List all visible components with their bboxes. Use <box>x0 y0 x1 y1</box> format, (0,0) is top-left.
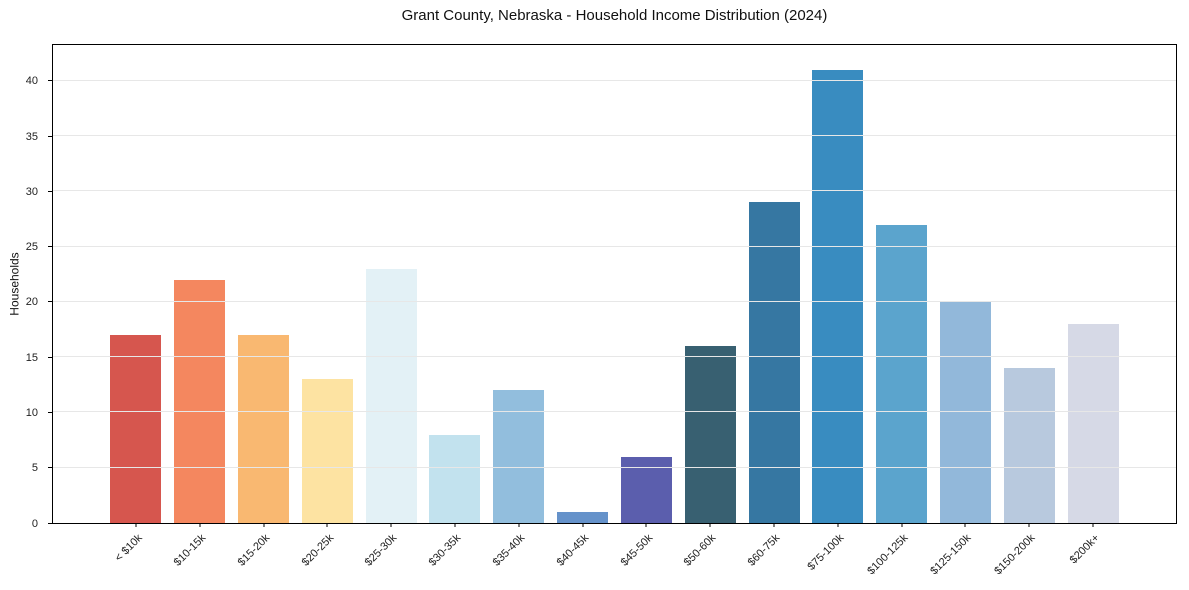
x-tick-label-$15-20k: $15-20k <box>235 532 273 569</box>
x-tick-label-$200k+: $200k+ <box>1067 532 1102 567</box>
bar-< $10k <box>110 335 162 523</box>
x-axis-tick <box>709 523 711 527</box>
bar-slot-12: $100-125k <box>865 45 934 577</box>
bar-slot-14: $150-200k <box>993 45 1061 577</box>
x-tick-label-< $10k: < $10k <box>112 532 145 565</box>
chart-title: Grant County, Nebraska - Household Incom… <box>401 7 828 24</box>
bar-slot-8: $45-50k <box>615 45 679 569</box>
bar-slot-6: $35-40k <box>487 45 551 569</box>
x-tick-label-$150-200k: $150-200k <box>992 532 1038 578</box>
bar-slot-0: < $10k <box>104 45 168 564</box>
x-tick-label-$10-15k: $10-15k <box>171 532 209 569</box>
y-tick-label-30: 30 <box>25 185 38 198</box>
x-axis-tick <box>773 523 775 527</box>
y-axis-tick <box>48 411 52 413</box>
gridline-35 <box>53 135 1176 137</box>
y-axis-tick <box>48 246 52 248</box>
gridline-30 <box>53 190 1176 192</box>
y-tick-label-20: 20 <box>25 296 38 309</box>
y-tick-label-40: 40 <box>25 75 38 88</box>
x-axis-tick <box>454 523 456 527</box>
bar-slot-15: $200k+ <box>1061 45 1125 566</box>
y-tick-label-10: 10 <box>25 406 38 419</box>
y-axis-label: Households <box>8 252 22 316</box>
bar-slot-4: $25-30k <box>359 45 423 569</box>
x-tick-label-$25-30k: $25-30k <box>363 532 400 569</box>
y-axis-tick <box>48 80 52 82</box>
x-tick-label-$30-35k: $30-35k <box>426 532 464 569</box>
x-tick-label-$20-25k: $20-25k <box>299 532 336 569</box>
y-tick-label-0: 0 <box>31 517 38 530</box>
bar-slot-1: $10-15k <box>168 45 232 569</box>
bar-$75-100k <box>812 69 864 523</box>
gridline-5 <box>53 466 1176 468</box>
y-tick-label-15: 15 <box>25 351 38 364</box>
bar-$100-125k <box>876 224 928 523</box>
bar-slot-2: $15-20k <box>232 45 296 569</box>
x-axis-tick <box>901 523 903 527</box>
y-axis-label-wrap: Households <box>0 44 30 524</box>
bar-$20-25k <box>301 379 353 523</box>
bar-slot-9: $50-60k <box>678 45 742 569</box>
bars-container: < $10k $10-15k $15-20k $20-25k $25-30k $30-35… <box>53 45 1176 577</box>
x-tick-label-$125-150k: $125-150k <box>928 532 974 578</box>
x-axis-tick <box>1028 523 1030 527</box>
x-axis-tick <box>837 523 839 527</box>
bar-$30-35k <box>429 434 481 523</box>
x-axis-tick <box>1092 523 1094 527</box>
bar-slot-3: $20-25k <box>295 45 359 569</box>
y-axis-tick <box>48 301 52 303</box>
x-tick-label-$60-75k: $60-75k <box>745 532 783 569</box>
gridline-10 <box>53 411 1176 413</box>
bar-$60-75k <box>748 202 800 523</box>
x-tick-label-$35-40k: $35-40k <box>490 532 528 569</box>
x-tick-label-$75-100k: $75-100k <box>805 532 847 573</box>
bar-$40-45k <box>557 511 609 523</box>
gridline-15 <box>53 356 1176 358</box>
x-axis-tick <box>199 523 201 527</box>
x-axis-tick <box>964 523 966 527</box>
bar-slot-13: $125-150k <box>929 45 998 577</box>
x-tick-label-$100-125k: $100-125k <box>864 532 911 578</box>
bar-$45-50k <box>620 456 672 523</box>
x-axis-tick <box>326 523 328 527</box>
x-axis-tick <box>518 523 520 527</box>
y-axis-tick <box>48 190 52 192</box>
gridline-40 <box>53 79 1176 81</box>
bar-$10-15k <box>174 279 226 523</box>
bar-slot-10: $60-75k <box>742 45 806 569</box>
y-tick-label-25: 25 <box>25 241 38 254</box>
y-axis-tick <box>48 522 52 524</box>
bar-slot-5: $30-35k <box>423 45 487 569</box>
x-tick-label-$45-50k: $45-50k <box>618 532 655 569</box>
bar-$200k+ <box>1067 324 1119 523</box>
bar-slot-7: $40-45k <box>551 45 615 569</box>
gridline-20 <box>53 300 1176 302</box>
x-axis-tick <box>390 523 392 527</box>
bar-$35-40k <box>493 390 545 523</box>
x-axis-tick <box>645 523 647 527</box>
y-axis-tick <box>48 467 52 469</box>
gridline-25 <box>53 245 1176 247</box>
bar-$15-20k <box>238 335 290 523</box>
x-axis-tick <box>135 523 137 527</box>
y-axis-tick <box>48 356 52 358</box>
x-tick-label-$50-60k: $50-60k <box>682 532 719 569</box>
y-axis-tick <box>48 135 52 137</box>
x-axis-tick <box>263 523 265 527</box>
x-tick-label-$40-45k: $40-45k <box>554 532 592 569</box>
y-tick-label-5: 5 <box>31 462 38 475</box>
x-axis-tick <box>582 523 584 527</box>
bar-$25-30k <box>365 268 417 523</box>
y-tick-label-35: 35 <box>25 130 38 143</box>
bar-$150-200k <box>1003 368 1055 523</box>
bar-slot-11: $75-100k <box>805 45 870 573</box>
plot-area: < $10k $10-15k $15-20k $20-25k $25-30k $30-35… <box>26 44 1177 577</box>
bar-$50-60k <box>684 346 736 523</box>
